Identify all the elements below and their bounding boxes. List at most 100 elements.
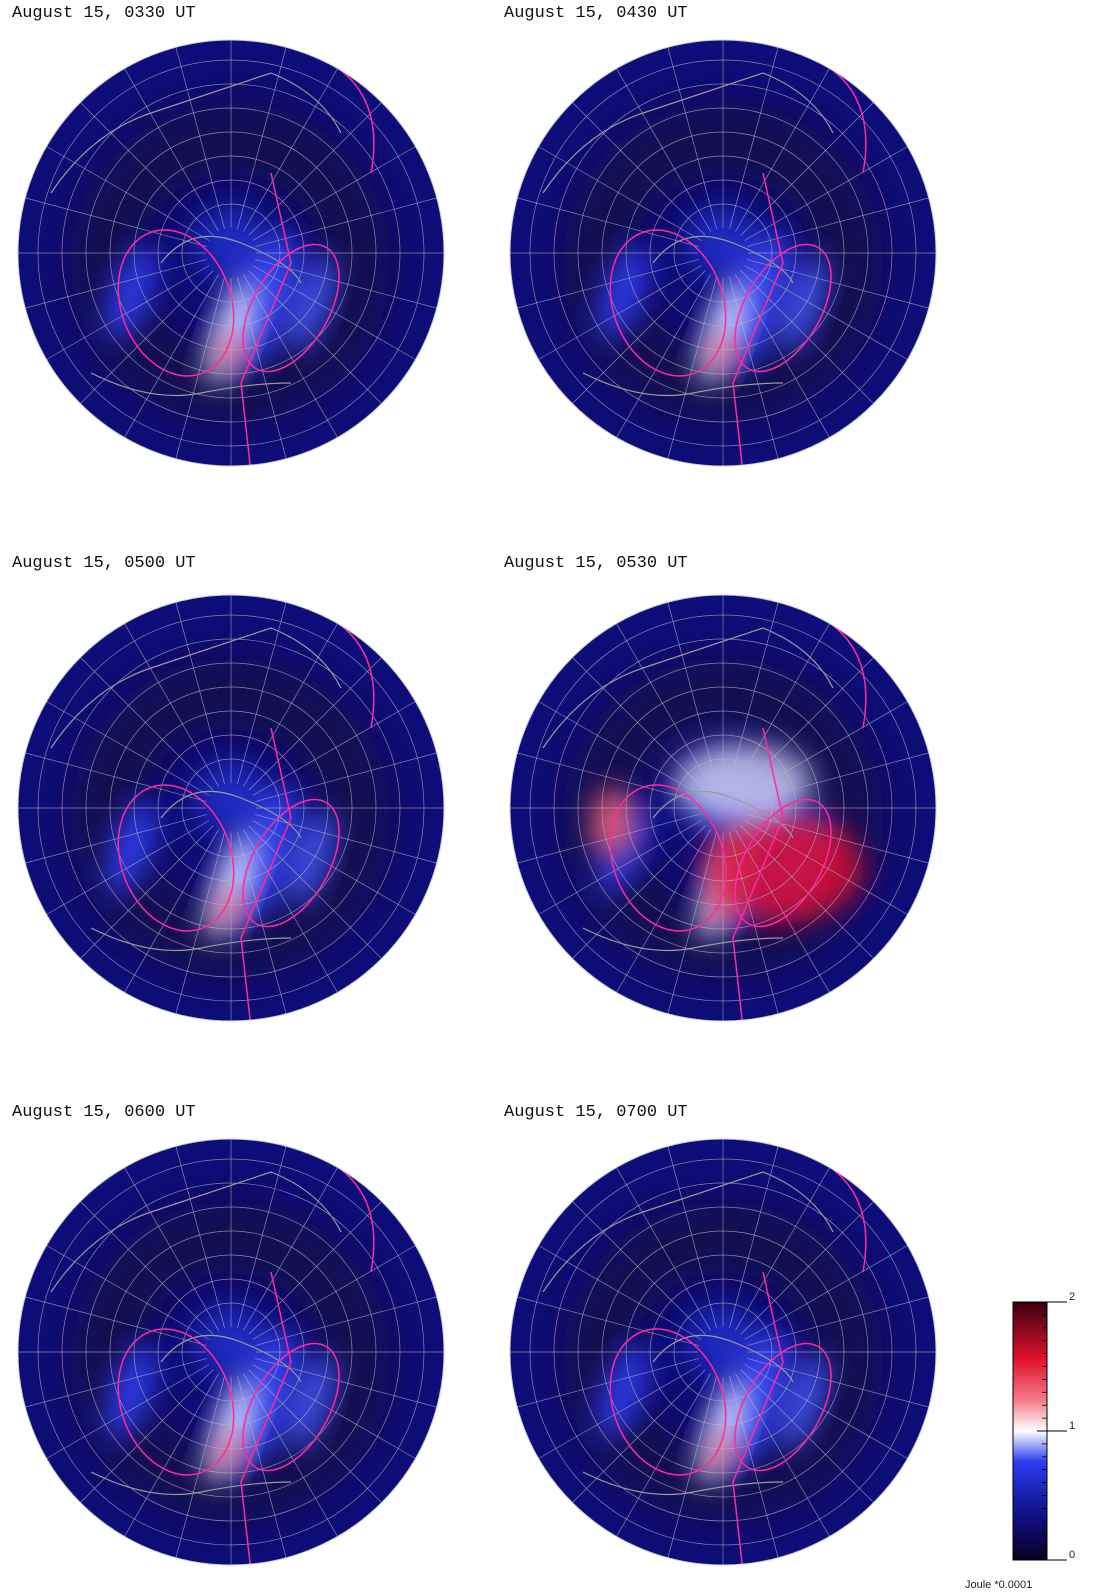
longitude-line bbox=[729, 277, 779, 459]
longitude-line bbox=[517, 259, 699, 309]
polar-cap bbox=[196, 763, 266, 833]
longitude-line bbox=[744, 265, 908, 360]
longitude-line bbox=[538, 820, 702, 915]
heating-region bbox=[597, 245, 649, 341]
panel-title: August 15, 0700 UT bbox=[504, 1103, 688, 1122]
heating-region bbox=[105, 1344, 157, 1440]
longitude-line bbox=[744, 146, 908, 241]
longitude-line bbox=[735, 623, 830, 787]
panel-title: August 15, 0600 UT bbox=[12, 1103, 196, 1122]
longitude-line bbox=[237, 832, 287, 1014]
polar-map bbox=[18, 40, 444, 466]
polar-map bbox=[510, 595, 936, 1021]
longitude-line bbox=[735, 829, 830, 993]
longitude-line bbox=[255, 814, 437, 864]
panel-title: August 15, 0430 UT bbox=[504, 4, 688, 23]
polar-map bbox=[18, 595, 444, 1021]
longitude-line bbox=[616, 829, 711, 993]
oval-boundary bbox=[734, 798, 832, 928]
longitude-line bbox=[572, 1369, 706, 1503]
longitude-line bbox=[616, 274, 711, 438]
panel-title: August 15, 0500 UT bbox=[12, 554, 196, 573]
longitude-line bbox=[248, 825, 382, 959]
heating-region bbox=[286, 255, 336, 351]
map-edge bbox=[17, 594, 445, 1022]
longitude-line bbox=[124, 274, 219, 438]
longitude-line bbox=[124, 623, 219, 787]
longitude-line bbox=[740, 1201, 874, 1335]
longitude-line bbox=[667, 47, 717, 229]
longitude-line bbox=[255, 1358, 437, 1408]
heating-region bbox=[105, 800, 157, 896]
oval-boundary bbox=[734, 1342, 832, 1472]
longitude-line bbox=[517, 752, 699, 802]
longitude-line bbox=[80, 1201, 214, 1335]
longitude-line bbox=[667, 1146, 717, 1328]
coastline bbox=[542, 72, 834, 397]
longitude-line bbox=[747, 1358, 929, 1408]
longitude-line bbox=[80, 657, 214, 791]
longitude-line bbox=[747, 259, 929, 309]
longitude-line bbox=[572, 102, 706, 236]
longitude-line bbox=[175, 832, 225, 1014]
longitude-line bbox=[538, 146, 702, 241]
longitude-line bbox=[25, 814, 207, 864]
map-edge bbox=[17, 1138, 445, 1566]
map-edge bbox=[509, 39, 937, 467]
longitude-line bbox=[517, 814, 699, 864]
longitude-line bbox=[80, 102, 214, 236]
longitude-line bbox=[237, 1146, 287, 1328]
oval-boundary bbox=[117, 229, 235, 377]
longitude-line bbox=[538, 265, 702, 360]
map-edge bbox=[509, 1138, 937, 1566]
heating-region bbox=[673, 743, 813, 823]
longitude-line bbox=[616, 1167, 711, 1331]
longitude-line bbox=[80, 270, 214, 404]
longitude-line bbox=[616, 68, 711, 232]
longitude-line bbox=[538, 701, 702, 796]
longitude-line bbox=[124, 1167, 219, 1331]
longitude-line bbox=[740, 270, 874, 404]
longitude-line bbox=[175, 1146, 225, 1328]
oval-boundary bbox=[242, 798, 340, 928]
longitude-line bbox=[80, 1369, 214, 1503]
longitude-line bbox=[243, 68, 338, 232]
longitude-line bbox=[25, 197, 207, 247]
longitude-line bbox=[46, 1245, 210, 1340]
oval-boundary bbox=[609, 229, 727, 377]
longitude-line bbox=[46, 146, 210, 241]
longitude-line bbox=[744, 701, 908, 796]
longitude-line bbox=[252, 146, 416, 241]
longitude-line bbox=[46, 1364, 210, 1459]
longitude-line bbox=[248, 1369, 382, 1503]
longitude-line bbox=[729, 1146, 779, 1328]
longitude-line bbox=[237, 1376, 287, 1558]
longitude-line bbox=[744, 820, 908, 915]
longitude-line bbox=[243, 623, 338, 787]
longitude-line bbox=[243, 274, 338, 438]
longitude-line bbox=[616, 1373, 711, 1537]
polar-map bbox=[510, 1139, 936, 1565]
longitude-line bbox=[740, 102, 874, 236]
longitude-line bbox=[175, 47, 225, 229]
map-edge bbox=[17, 39, 445, 467]
polar-map bbox=[510, 40, 936, 466]
colorbar-tick-label: 1 bbox=[1069, 1420, 1075, 1432]
longitude-line bbox=[175, 1376, 225, 1558]
longitude-line bbox=[735, 1373, 830, 1537]
longitude-line bbox=[729, 832, 779, 1014]
longitude-line bbox=[735, 274, 830, 438]
longitude-line bbox=[735, 68, 830, 232]
oval-boundary bbox=[734, 243, 832, 373]
longitude-line bbox=[124, 68, 219, 232]
longitude-line bbox=[517, 1296, 699, 1346]
longitude-line bbox=[255, 259, 437, 309]
heating-region bbox=[778, 1354, 828, 1450]
longitude-line bbox=[252, 701, 416, 796]
longitude-line bbox=[25, 752, 207, 802]
longitude-line bbox=[252, 265, 416, 360]
longitude-line bbox=[252, 1364, 416, 1459]
coastline bbox=[542, 627, 834, 952]
longitude-line bbox=[248, 657, 382, 791]
